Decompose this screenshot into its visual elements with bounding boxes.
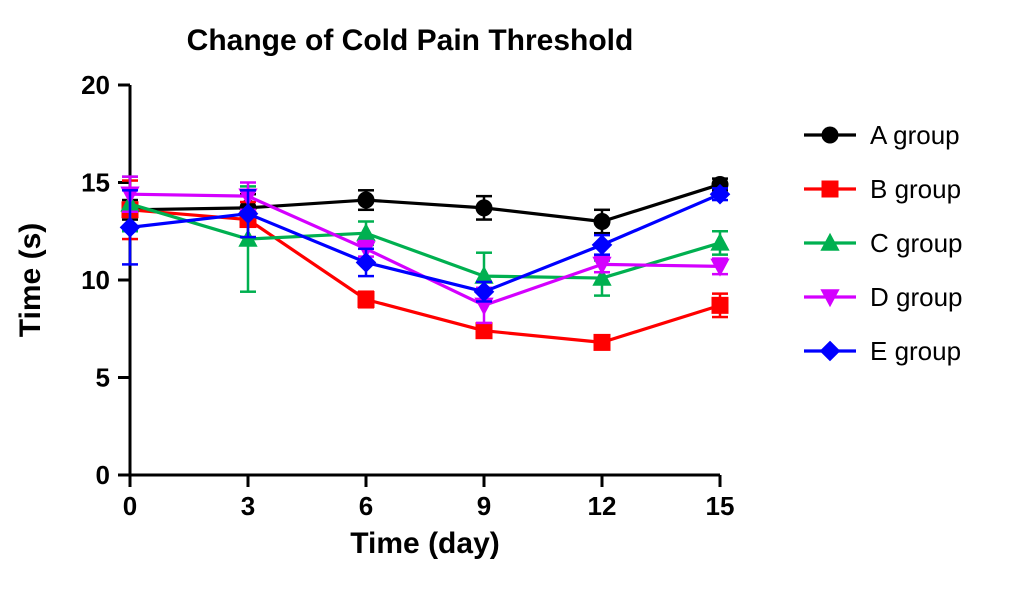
x-tick-label: 12: [588, 491, 617, 521]
y-tick-label: 0: [96, 460, 110, 490]
series-d-group: [121, 177, 729, 323]
y-tick-label: 10: [81, 265, 110, 295]
x-ticks: 0 3 6 9 12 15: [123, 491, 735, 521]
y-axis-label: Time (s): [14, 223, 47, 337]
x-tick-label: 9: [477, 491, 491, 521]
x-tick-label: 15: [706, 491, 735, 521]
legend-label: D group: [870, 282, 963, 312]
legend-label: B group: [870, 174, 961, 204]
legend-item: C group: [804, 228, 963, 258]
axes: [118, 85, 720, 487]
y-tick-label: 5: [96, 363, 110, 393]
x-axis-label: Time (day): [350, 527, 500, 560]
legend-item: B group: [804, 174, 961, 204]
x-tick-label: 3: [241, 491, 255, 521]
chart-title: Change of Cold Pain Threshold: [187, 24, 634, 57]
y-tick-label: 20: [81, 70, 110, 100]
y-tick-label: 15: [81, 168, 110, 198]
legend-label: A group: [870, 120, 960, 150]
x-tick-label: 0: [123, 491, 137, 521]
legend: A group B group C group D group E group: [804, 120, 963, 366]
cold-pain-threshold-chart: Change of Cold Pain Threshold 0 3 6 9 12 15 0…: [0, 0, 1020, 615]
legend-label: E group: [870, 336, 961, 366]
series: [120, 176, 729, 350]
legend-item: D group: [804, 282, 963, 312]
series-a-group: [122, 176, 728, 233]
x-tick-label: 6: [359, 491, 373, 521]
legend-item: A group: [804, 120, 960, 150]
legend-item: E group: [804, 336, 961, 366]
y-ticks: 0 5 10 15 20: [81, 70, 110, 490]
legend-label: C group: [870, 228, 963, 258]
series-e-group: [120, 185, 729, 302]
